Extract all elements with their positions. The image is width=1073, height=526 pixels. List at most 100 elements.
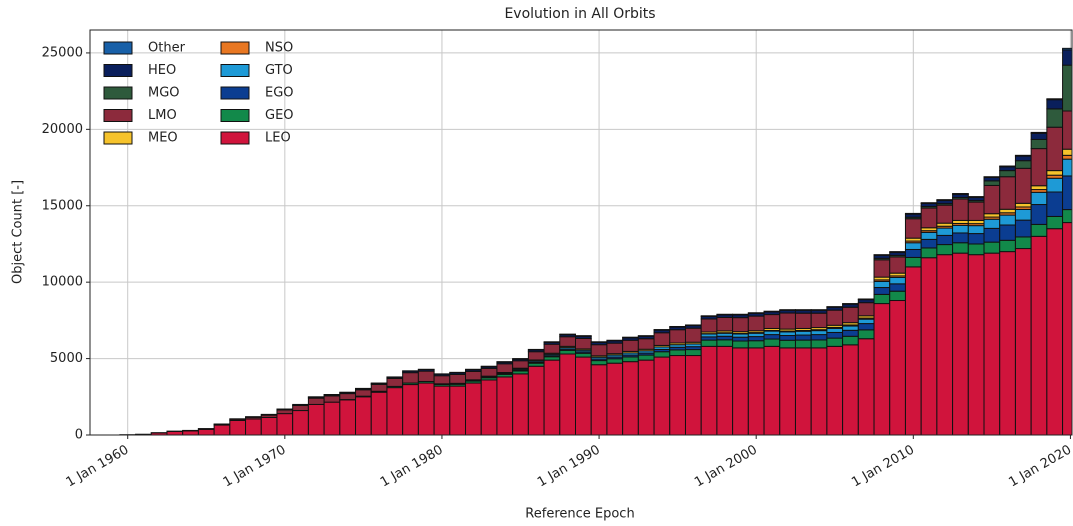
bar-segment xyxy=(307,403,325,435)
bar-segment xyxy=(590,364,608,435)
bar-segment xyxy=(1030,148,1048,187)
legend-swatch xyxy=(220,109,250,122)
bar-segment xyxy=(182,430,199,435)
y-tick-label: 20000 xyxy=(42,122,83,137)
bar-segment xyxy=(339,393,357,401)
y-tick-label: 0 xyxy=(75,428,83,443)
legend-swatch xyxy=(220,86,250,100)
bar-segment xyxy=(1062,49,1072,66)
bar-segment xyxy=(904,256,922,268)
bar-segment xyxy=(245,418,262,435)
bar-segment xyxy=(465,368,482,371)
bar-segment xyxy=(747,315,765,332)
bar-segment xyxy=(747,336,765,342)
x-tick-label: 1 Jan 1970 xyxy=(221,443,289,491)
bar-segment xyxy=(983,241,1001,254)
bar-segment xyxy=(323,401,341,435)
bar-segment xyxy=(606,358,624,364)
bar-segment xyxy=(747,312,765,314)
bar-segment xyxy=(857,302,875,317)
bar-segment xyxy=(480,365,498,368)
bar-segment xyxy=(1030,204,1048,225)
bar-segment xyxy=(794,309,812,311)
bar-segment xyxy=(936,227,954,236)
bar-segment xyxy=(653,332,671,346)
bar-segment xyxy=(1014,154,1032,157)
bar-segment xyxy=(229,419,247,435)
bar-segment xyxy=(1030,131,1048,134)
bar-segment xyxy=(716,339,734,347)
bar-segment xyxy=(433,385,451,435)
bar-segment xyxy=(543,359,561,435)
bar-segment xyxy=(873,287,891,295)
bar-segment xyxy=(920,247,938,259)
bar-segment xyxy=(292,410,309,435)
bar-segment xyxy=(480,379,498,435)
bar-segment xyxy=(386,377,404,387)
legend-label: EGO xyxy=(265,86,294,101)
bar-segment xyxy=(936,234,954,246)
chart-title: Evolution in All Orbits xyxy=(504,6,655,22)
bar-segment xyxy=(653,351,671,358)
bar-segment xyxy=(1014,167,1032,204)
bar-segment xyxy=(763,334,781,340)
bar-segment xyxy=(637,359,655,435)
bar-segment xyxy=(810,339,828,349)
bar-segment xyxy=(543,341,561,343)
legend-label: LMO xyxy=(148,108,177,123)
bar-segment xyxy=(810,312,828,329)
bar-segment xyxy=(480,367,498,377)
bar-segment xyxy=(622,336,639,339)
bar-segment xyxy=(936,204,954,224)
y-tick-label: 10000 xyxy=(42,275,83,290)
legend-swatch xyxy=(220,131,250,145)
bar-segment xyxy=(747,340,765,349)
bar-segment xyxy=(622,356,639,363)
bar-segment xyxy=(920,202,938,204)
bar-segment xyxy=(669,329,686,344)
bar-segment xyxy=(276,409,294,415)
bar-segment xyxy=(1014,219,1032,238)
bar-segment xyxy=(983,176,1001,178)
bar-segment xyxy=(622,361,639,435)
bar-segment xyxy=(732,340,749,349)
bar-segment xyxy=(166,430,184,435)
bar-segment xyxy=(292,403,309,407)
bar-segment xyxy=(842,335,859,346)
bar-segment xyxy=(967,254,985,435)
bar-segment xyxy=(527,365,545,435)
bar-segment xyxy=(637,354,655,361)
bar-segment xyxy=(779,339,796,349)
bar-segment xyxy=(559,353,577,435)
bar-segment xyxy=(245,416,262,418)
bar-segment xyxy=(842,325,859,331)
bar-segment xyxy=(1030,235,1048,435)
bar-segment xyxy=(936,244,954,256)
bar-segment xyxy=(920,231,938,240)
bar-segment xyxy=(496,361,514,363)
bar-segment xyxy=(575,356,592,435)
bar-segment xyxy=(449,373,467,384)
bar-segment xyxy=(779,312,796,330)
bar-segment xyxy=(276,408,294,411)
bar-segment xyxy=(355,396,372,435)
bar-segment xyxy=(575,352,592,358)
bar-segment xyxy=(873,280,891,289)
bar-segment xyxy=(983,218,1001,229)
bar-segment xyxy=(700,345,718,435)
bar-segment xyxy=(999,251,1016,435)
x-tick-label: 1 Jan 1960 xyxy=(64,443,132,491)
bar-segment xyxy=(732,317,749,333)
bar-segment xyxy=(1014,248,1032,435)
bar-segment xyxy=(433,375,451,385)
bar-segment xyxy=(983,184,1001,215)
bar-segment xyxy=(512,358,529,360)
legend-label: NSO xyxy=(265,41,293,56)
bar-segment xyxy=(1062,158,1072,177)
bar-segment xyxy=(857,298,875,301)
bar-segment xyxy=(889,300,906,435)
bar-segment xyxy=(999,224,1016,241)
bar-segment xyxy=(669,325,686,328)
bar-segment xyxy=(779,331,796,337)
bar-segment xyxy=(967,196,985,198)
